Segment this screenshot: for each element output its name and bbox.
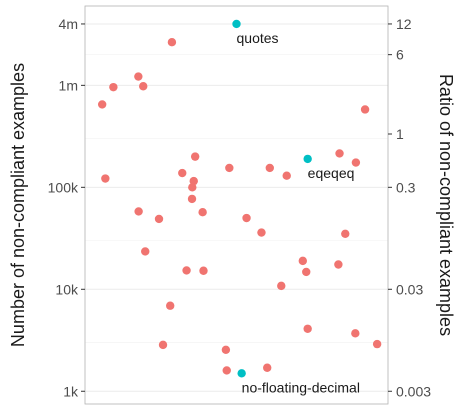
data-point <box>109 82 118 92</box>
grid <box>85 23 388 392</box>
data-point <box>167 37 177 47</box>
data-point <box>351 158 361 167</box>
annotation-label: no-floating-decimal <box>242 379 360 395</box>
data-point <box>134 72 143 81</box>
data-point <box>225 163 234 173</box>
data-point <box>298 256 307 266</box>
data-point <box>134 207 143 216</box>
data-point <box>154 214 164 224</box>
y-tick-label: 4m <box>59 16 78 32</box>
highlighted-data-point <box>237 369 246 378</box>
data-point <box>182 266 191 275</box>
data-point <box>341 229 350 239</box>
y2-tick-label: 12 <box>396 16 412 32</box>
data-point <box>101 174 110 183</box>
data-point <box>282 171 291 180</box>
data-point <box>257 228 266 237</box>
data-point <box>222 366 231 375</box>
y-tick-label: 10k <box>55 281 79 297</box>
data-point <box>263 363 272 372</box>
data-point <box>97 100 107 109</box>
y2-axis-ticks: 12 6 1 0.3 0.03 0.003 <box>388 16 431 399</box>
data-point <box>178 168 187 178</box>
data-point <box>303 324 312 333</box>
y2-axis-title: Ratio of non-compliant examples <box>436 74 456 336</box>
data-point <box>372 339 382 349</box>
data-point <box>198 208 207 217</box>
y-tick-label: 100k <box>48 179 79 195</box>
y-axis-ticks: 1k 10k 100k 1m 4m <box>48 16 85 399</box>
data-point <box>221 345 231 355</box>
data-point <box>158 340 168 350</box>
panel-border <box>84 5 389 405</box>
annotation-label: quotes <box>237 30 279 46</box>
y-axis-title: Number of non-compliant examples <box>8 63 28 347</box>
annotations: quotes eqeqeq no-floating-decimal <box>237 30 360 395</box>
data-point <box>265 163 274 173</box>
data-point <box>141 247 150 256</box>
annotation-label: eqeqeq <box>308 165 355 181</box>
data-point <box>242 213 251 223</box>
data-point <box>199 266 208 275</box>
data-point <box>351 329 360 338</box>
data-point <box>190 152 200 161</box>
y-tick-label: 1k <box>63 383 79 399</box>
data-point <box>188 183 197 192</box>
highlighted-data-point <box>232 19 241 29</box>
data-point <box>302 267 311 277</box>
data-point <box>166 301 175 310</box>
data-point <box>335 149 344 158</box>
y-tick-label: 1m <box>59 77 78 93</box>
y2-tick-label: 0.3 <box>396 179 416 195</box>
data-point <box>187 194 197 204</box>
data-point <box>334 260 343 269</box>
data-point <box>277 281 286 291</box>
y2-tick-label: 0.03 <box>396 281 423 297</box>
y2-tick-label: 6 <box>396 47 404 63</box>
highlighted-data-point <box>303 154 312 164</box>
y2-tick-label: 1 <box>396 126 404 142</box>
data-point <box>139 82 148 91</box>
data-points <box>97 19 382 378</box>
data-point <box>360 105 370 114</box>
y2-tick-label: 0.003 <box>396 383 431 399</box>
